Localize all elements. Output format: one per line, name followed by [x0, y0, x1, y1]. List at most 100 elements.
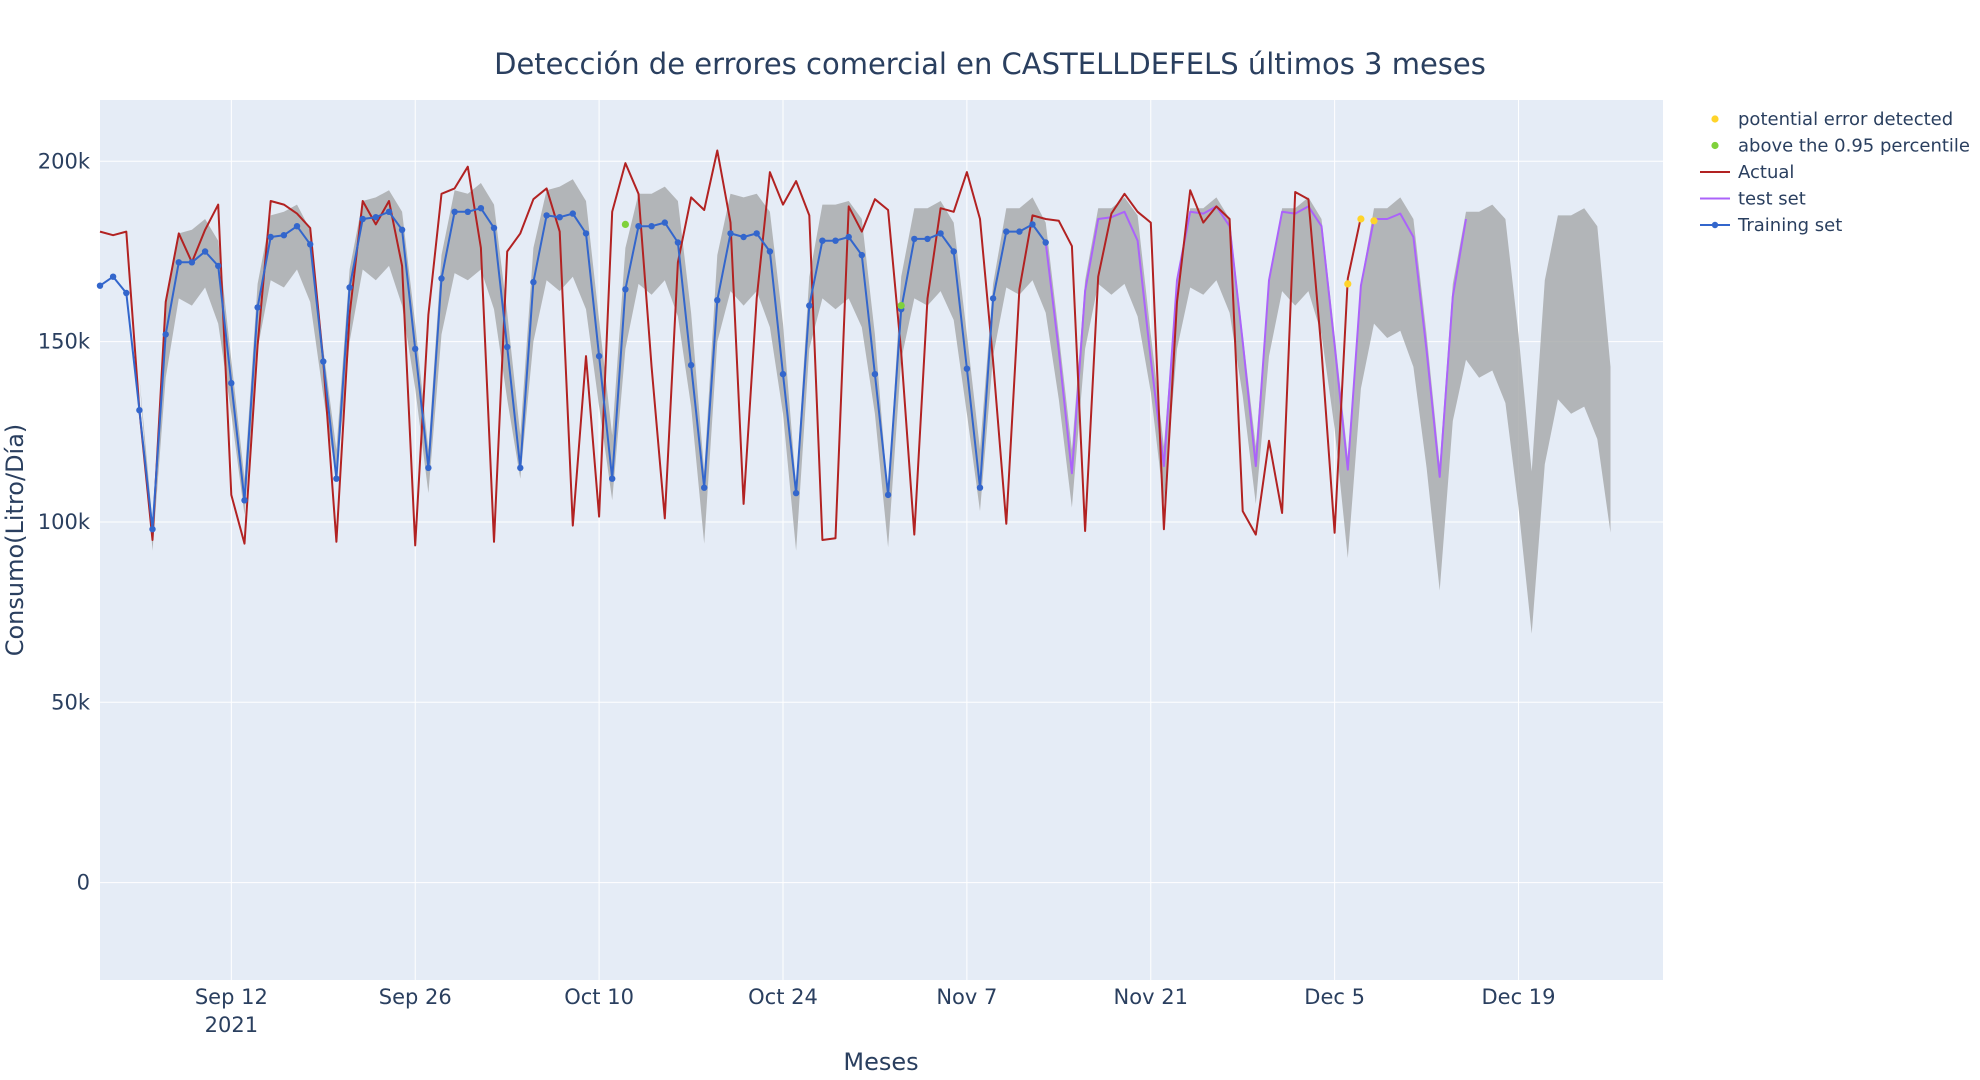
data-point [109, 273, 117, 280]
legend-label: Actual [1738, 162, 1794, 183]
legend-item[interactable]: test set [1700, 189, 1806, 210]
legend-label: Training set [1737, 215, 1842, 236]
y-tick-label: 200k [38, 149, 91, 173]
data-point [687, 361, 695, 369]
data-point [412, 345, 419, 353]
series-training-set [96, 205, 1049, 533]
data-point [1042, 239, 1049, 246]
data-point [228, 379, 235, 387]
data-point [845, 233, 852, 241]
data-point [622, 286, 629, 293]
y-tick-label: 0 [77, 871, 90, 895]
data-point [635, 223, 642, 230]
data-point [556, 214, 563, 221]
data-point [858, 251, 865, 259]
data-point [504, 343, 511, 351]
series-actual [99, 149, 1362, 547]
data-point [241, 497, 248, 504]
x-tick-label: Oct 10 [564, 985, 634, 1009]
data-point [937, 230, 944, 237]
data-point [372, 214, 379, 221]
data-point [792, 489, 800, 497]
data-point [1029, 221, 1036, 228]
x-tick-sublabel: 2021 [205, 1013, 258, 1037]
data-point [582, 230, 590, 237]
data-point [832, 237, 839, 244]
data-point [477, 205, 485, 212]
data-point [280, 232, 288, 239]
x-tick-label: Sep 26 [379, 985, 452, 1009]
legend[interactable]: potential error detected above the 0.95 p… [1700, 109, 1970, 236]
x-tick-label: Nov 21 [1114, 985, 1188, 1009]
plot-area [100, 100, 1663, 980]
data-point [701, 484, 708, 491]
data-point [188, 259, 196, 266]
x-axis-label: Meses [843, 1048, 918, 1076]
series-test-set [1044, 205, 1467, 478]
legend-item[interactable]: Actual [1700, 162, 1794, 183]
legend-label: above the 0.95 percentile [1738, 136, 1970, 157]
data-point [425, 464, 432, 472]
data-point [595, 352, 603, 360]
legend-label: potential error detected [1738, 109, 1953, 130]
data-point [438, 275, 445, 282]
data-point [753, 230, 760, 237]
data-point [727, 230, 734, 237]
data-point [293, 223, 301, 230]
data-point [530, 278, 537, 286]
data-point [569, 210, 576, 217]
y-tick-label: 150k [38, 330, 91, 354]
data-point [819, 237, 826, 244]
series-line [99, 149, 1362, 547]
data-point [307, 241, 314, 248]
series-line [1044, 205, 1467, 478]
chart-title: Detección de errores comercial en CASTEL… [494, 47, 1486, 81]
data-point [911, 235, 918, 243]
y-axis-ticks: 0 50k 100k 150k 200k [38, 149, 91, 894]
data-point [320, 358, 327, 365]
data-point [766, 248, 774, 255]
x-axis-ticks: Sep 12 2021 Sep 26 Oct 10 Oct 24 Nov 7 Nov 21 D… [195, 985, 1556, 1037]
data-point [464, 208, 471, 215]
gridlines [100, 100, 1663, 980]
data-point [1003, 228, 1010, 235]
data-point [201, 248, 209, 255]
data-point [162, 331, 169, 338]
data-point [779, 370, 787, 378]
data-point [359, 215, 366, 223]
data-point [871, 370, 879, 378]
data-point [490, 224, 498, 232]
data-point [924, 235, 931, 243]
legend-label: test set [1738, 189, 1806, 210]
legend-marker-icon [1711, 115, 1719, 123]
legend-item[interactable]: Training set [1700, 215, 1842, 236]
data-point [149, 526, 156, 533]
legend-item[interactable]: above the 0.95 percentile [1711, 136, 1970, 157]
data-point [96, 282, 104, 289]
highlight-point [621, 220, 630, 228]
y-axis-label: Consumo(Litro/Día) [1, 424, 29, 657]
data-point [136, 407, 143, 414]
highlight-point [1344, 280, 1352, 288]
highlight-point [1357, 215, 1365, 223]
data-point [215, 262, 222, 270]
x-tick-label: Dec 5 [1304, 985, 1365, 1009]
data-point [123, 289, 130, 297]
data-point [714, 297, 721, 304]
legend-marker-icon [1711, 141, 1719, 150]
legend-marker-icon [1711, 221, 1719, 229]
data-point [175, 259, 182, 266]
legend-item[interactable]: potential error detected [1711, 109, 1953, 130]
data-point [543, 212, 550, 219]
error-markers [621, 215, 1378, 310]
data-point [333, 475, 340, 482]
data-point [806, 302, 813, 309]
data-point [950, 248, 957, 255]
data-point [648, 223, 655, 230]
data-point [674, 239, 682, 246]
series-lines [96, 149, 1467, 547]
x-tick-label: Oct 24 [748, 985, 818, 1009]
x-tick-label: Sep 12 [195, 985, 268, 1009]
data-point [254, 304, 261, 311]
